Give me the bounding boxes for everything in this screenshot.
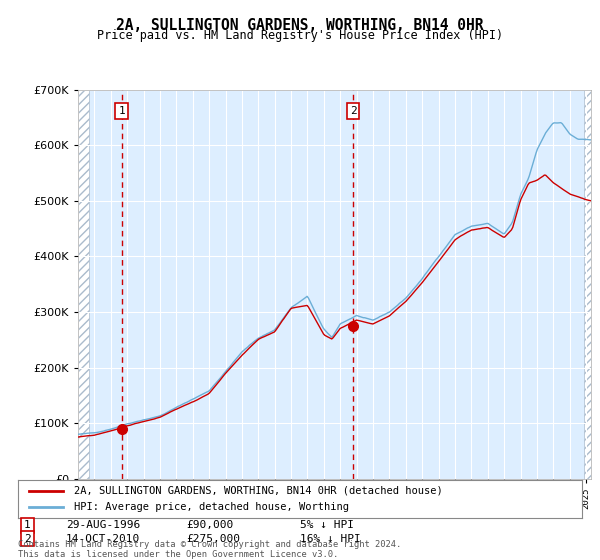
Text: 2: 2	[24, 534, 31, 544]
Text: 2A, SULLINGTON GARDENS, WORTHING, BN14 0HR: 2A, SULLINGTON GARDENS, WORTHING, BN14 0…	[116, 18, 484, 33]
Text: 2: 2	[350, 106, 356, 116]
Text: 1: 1	[24, 520, 31, 530]
Bar	[78, 90, 89, 479]
Text: 16% ↓ HPI: 16% ↓ HPI	[300, 534, 361, 544]
Text: Price paid vs. HM Land Registry's House Price Index (HPI): Price paid vs. HM Land Registry's House …	[97, 29, 503, 42]
Text: 2A, SULLINGTON GARDENS, WORTHING, BN14 0HR (detached house): 2A, SULLINGTON GARDENS, WORTHING, BN14 0…	[74, 486, 443, 496]
Text: 14-OCT-2010: 14-OCT-2010	[66, 534, 140, 544]
Text: HPI: Average price, detached house, Worthing: HPI: Average price, detached house, Wort…	[74, 502, 349, 512]
Text: £275,000: £275,000	[186, 534, 240, 544]
Text: 1: 1	[118, 106, 125, 116]
Text: 5% ↓ HPI: 5% ↓ HPI	[300, 520, 354, 530]
Text: £90,000: £90,000	[186, 520, 233, 530]
Text: 29-AUG-1996: 29-AUG-1996	[66, 520, 140, 530]
Text: Contains HM Land Registry data © Crown copyright and database right 2024.
This d: Contains HM Land Registry data © Crown c…	[18, 540, 401, 559]
Bar	[584, 90, 591, 479]
